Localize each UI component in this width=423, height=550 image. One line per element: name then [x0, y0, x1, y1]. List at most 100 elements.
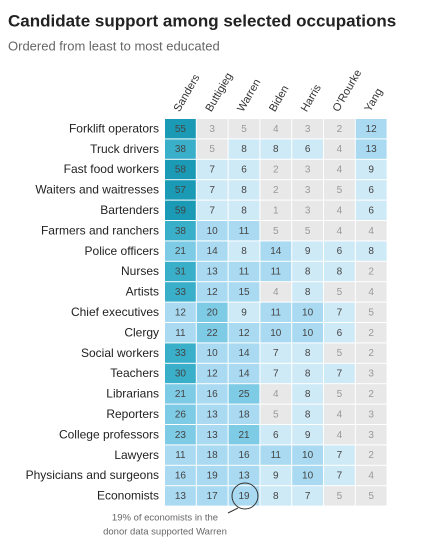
cell-value: 9: [305, 430, 311, 441]
cell: [228, 119, 260, 139]
cell: [292, 241, 323, 261]
cell: [196, 486, 228, 506]
cell: [324, 139, 355, 159]
cell: [260, 119, 292, 139]
cell: [260, 445, 292, 465]
cell-value: 5: [368, 491, 374, 502]
cell: [324, 119, 355, 139]
cell-value: 33: [175, 287, 187, 298]
cell: [196, 343, 228, 363]
cell: [228, 465, 260, 486]
cell: [228, 486, 260, 506]
cell-value: 4: [368, 226, 374, 237]
cell-value: 2: [337, 124, 343, 135]
row-label: Forklift operators: [69, 121, 159, 135]
column-label: Yang: [362, 86, 385, 114]
cell-value: 5: [337, 389, 343, 400]
cell: [355, 465, 387, 486]
cell-value: 7: [337, 369, 343, 380]
cell: [165, 404, 196, 424]
cell-value: 4: [368, 471, 374, 482]
cell-value: 6: [305, 144, 311, 155]
cell-value: 21: [175, 246, 187, 257]
row-label: Lawyers: [114, 448, 159, 462]
cell: [228, 261, 260, 282]
cell: [355, 139, 387, 159]
cell: [196, 282, 228, 302]
cell: [292, 302, 323, 322]
cell: [165, 425, 196, 445]
cell: [292, 486, 323, 506]
cell-value: 14: [238, 369, 250, 380]
cell: [196, 465, 228, 486]
cell: [228, 343, 260, 363]
cell: [260, 241, 292, 261]
cell-value: 23: [175, 430, 187, 441]
cell: [260, 180, 292, 200]
cell-value: 8: [273, 491, 279, 502]
cell: [324, 445, 355, 465]
cell: [260, 363, 292, 384]
cell-value: 1: [273, 205, 279, 216]
cell-value: 11: [271, 307, 282, 318]
cell: [260, 139, 292, 159]
cell: [324, 261, 355, 282]
cell: [324, 343, 355, 363]
cell-value: 2: [368, 389, 374, 400]
cell: [324, 302, 355, 322]
row-label: Chief executives: [71, 305, 159, 319]
cell: [355, 119, 387, 139]
cell: [165, 384, 196, 404]
cell: [196, 302, 228, 322]
cell-value: 11: [239, 267, 250, 278]
cell: [260, 261, 292, 282]
cell-value: 8: [368, 246, 374, 257]
cell-value: 13: [238, 471, 250, 482]
cell-value: 11: [175, 328, 186, 339]
cell-value: 21: [238, 430, 250, 441]
cell-value: 18: [238, 409, 250, 420]
cell: [228, 159, 260, 180]
cell: [292, 119, 323, 139]
cell-value: 4: [273, 287, 279, 298]
cell: [165, 139, 196, 159]
cell: [228, 384, 260, 404]
cell: [165, 282, 196, 302]
cell: [260, 159, 292, 180]
cell-value: 10: [207, 348, 219, 359]
cell: [355, 445, 387, 465]
cell-value: 15: [238, 287, 250, 298]
cell-value: 9: [241, 307, 247, 318]
cell-value: 12: [175, 307, 187, 318]
cell-value: 2: [273, 165, 279, 176]
column-label: O’Rourke: [331, 68, 365, 114]
cell: [355, 241, 387, 261]
cell: [355, 302, 387, 322]
cell-value: 8: [305, 369, 311, 380]
cell-value: 8: [241, 205, 247, 216]
cell: [196, 159, 228, 180]
cell: [165, 200, 196, 220]
cell: [165, 261, 196, 282]
cell-value: 14: [207, 246, 219, 257]
cell-value: 3: [305, 205, 311, 216]
cell: [260, 200, 292, 220]
cell: [355, 384, 387, 404]
column-label: Warren: [235, 77, 263, 114]
cell-value: 4: [273, 124, 279, 135]
cell-value: 2: [368, 328, 374, 339]
cell: [292, 425, 323, 445]
cell-value: 6: [241, 165, 247, 176]
cell: [196, 404, 228, 424]
cell: [355, 343, 387, 363]
cell: [165, 241, 196, 261]
row-label: Physicians and surgeons: [26, 468, 159, 482]
cell: [196, 180, 228, 200]
cell: [228, 221, 260, 241]
cell: [196, 323, 228, 343]
cell-value: 14: [270, 246, 282, 257]
cell-value: 13: [207, 430, 219, 441]
column-label: Buttigieg: [203, 71, 235, 114]
cell: [260, 221, 292, 241]
cell: [228, 139, 260, 159]
